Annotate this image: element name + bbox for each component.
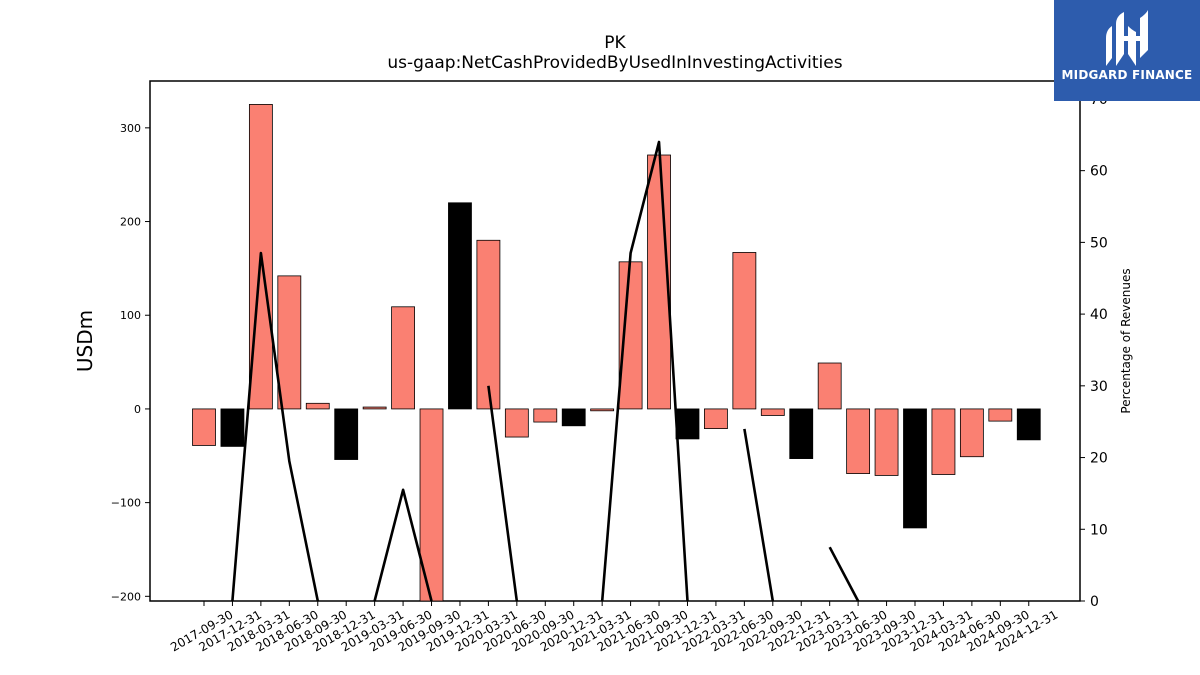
bar [789,408,814,459]
bar [817,362,842,410]
y-tick-label: −100 [111,497,141,510]
y2-tick-label: 20 [1090,451,1108,467]
bar [362,406,387,410]
midgard-logo-icon [1106,10,1148,66]
bar [305,402,330,410]
midgard-finance-logo: MIDGARD FINANCE [1054,0,1200,101]
bar [903,408,927,529]
x-axis: 2017-09-302017-12-312018-03-312018-06-30… [168,601,1060,654]
chart-title: PK [604,33,626,53]
chart-subtitle: us-gaap:NetCashProvidedByUsedInInvesting… [387,53,842,73]
bar [448,202,472,410]
y-tick-label: 100 [120,309,141,322]
bar [1016,408,1041,441]
bar [192,408,216,446]
bar [931,408,956,475]
bar [533,408,558,423]
percentage-line [231,140,860,602]
y2-tick-label: 50 [1090,235,1108,251]
bar [561,408,586,427]
bar [846,408,871,474]
y-tick-label: 0 [134,403,141,416]
bar [732,252,757,410]
right-axis: 010203040506070 [1080,92,1108,610]
y-tick-label: −200 [111,590,141,603]
y2-tick-label: 40 [1090,307,1108,323]
y2-axis-label: Percentage of Revenues [1119,268,1133,413]
bar [675,408,700,440]
bar [874,408,899,476]
bar [220,408,245,447]
bar [391,306,415,410]
bar-layer [192,104,1041,602]
bar [504,408,529,438]
logo-brand-text: MIDGARD FINANCE [1061,68,1193,82]
y2-tick-label: 30 [1090,379,1108,395]
bar [618,261,643,410]
y-tick-label: 200 [120,216,141,229]
y2-tick-label: 10 [1090,522,1108,538]
y2-tick-label: 0 [1090,594,1099,610]
bar [277,275,302,410]
bar [334,408,359,460]
bar [760,408,785,416]
left-axis: −200 −100 0 100 200 300 [111,122,150,603]
y-axis-label: USDm [73,310,97,372]
bar [988,408,1013,422]
bar [959,408,984,458]
y-tick-label: 300 [120,122,141,135]
bar [704,408,728,430]
y2-tick-label: 60 [1090,164,1108,180]
plot-frame [149,80,1081,602]
line-layer [231,140,860,602]
bar [590,408,615,412]
bar [476,239,501,410]
